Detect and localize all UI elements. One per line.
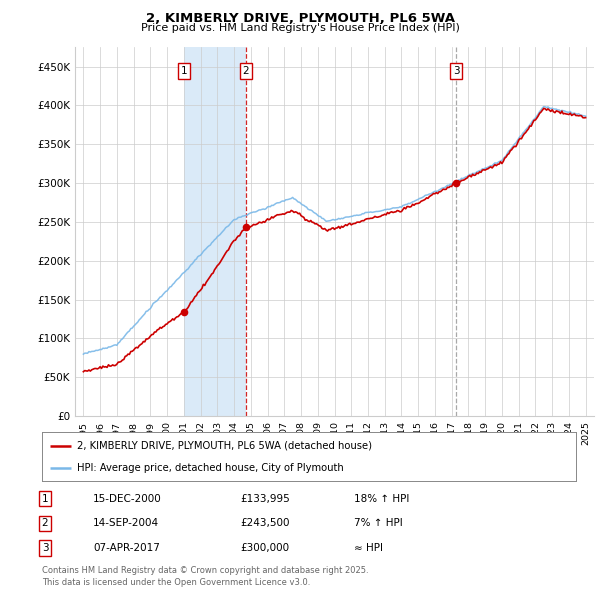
Text: 15-DEC-2000: 15-DEC-2000 — [93, 494, 162, 503]
Text: 7% ↑ HPI: 7% ↑ HPI — [354, 519, 403, 528]
Text: 2, KIMBERLY DRIVE, PLYMOUTH, PL6 5WA: 2, KIMBERLY DRIVE, PLYMOUTH, PL6 5WA — [146, 12, 455, 25]
Text: 18% ↑ HPI: 18% ↑ HPI — [354, 494, 409, 503]
Text: 3: 3 — [41, 543, 49, 553]
Text: ≈ HPI: ≈ HPI — [354, 543, 383, 553]
Text: 3: 3 — [453, 66, 460, 76]
Text: 07-APR-2017: 07-APR-2017 — [93, 543, 160, 553]
Text: Contains HM Land Registry data © Crown copyright and database right 2025.
This d: Contains HM Land Registry data © Crown c… — [42, 566, 368, 587]
Text: 1: 1 — [41, 494, 49, 503]
Text: £133,995: £133,995 — [240, 494, 290, 503]
Text: 14-SEP-2004: 14-SEP-2004 — [93, 519, 159, 528]
Text: 1: 1 — [181, 66, 187, 76]
Text: HPI: Average price, detached house, City of Plymouth: HPI: Average price, detached house, City… — [77, 463, 343, 473]
Bar — [184, 47, 246, 416]
Text: 2: 2 — [41, 519, 49, 528]
Text: £243,500: £243,500 — [240, 519, 290, 528]
Text: 2: 2 — [242, 66, 249, 76]
Text: Price paid vs. HM Land Registry's House Price Index (HPI): Price paid vs. HM Land Registry's House … — [140, 23, 460, 33]
Text: 2, KIMBERLY DRIVE, PLYMOUTH, PL6 5WA (detached house): 2, KIMBERLY DRIVE, PLYMOUTH, PL6 5WA (de… — [77, 441, 372, 451]
Text: £300,000: £300,000 — [240, 543, 289, 553]
